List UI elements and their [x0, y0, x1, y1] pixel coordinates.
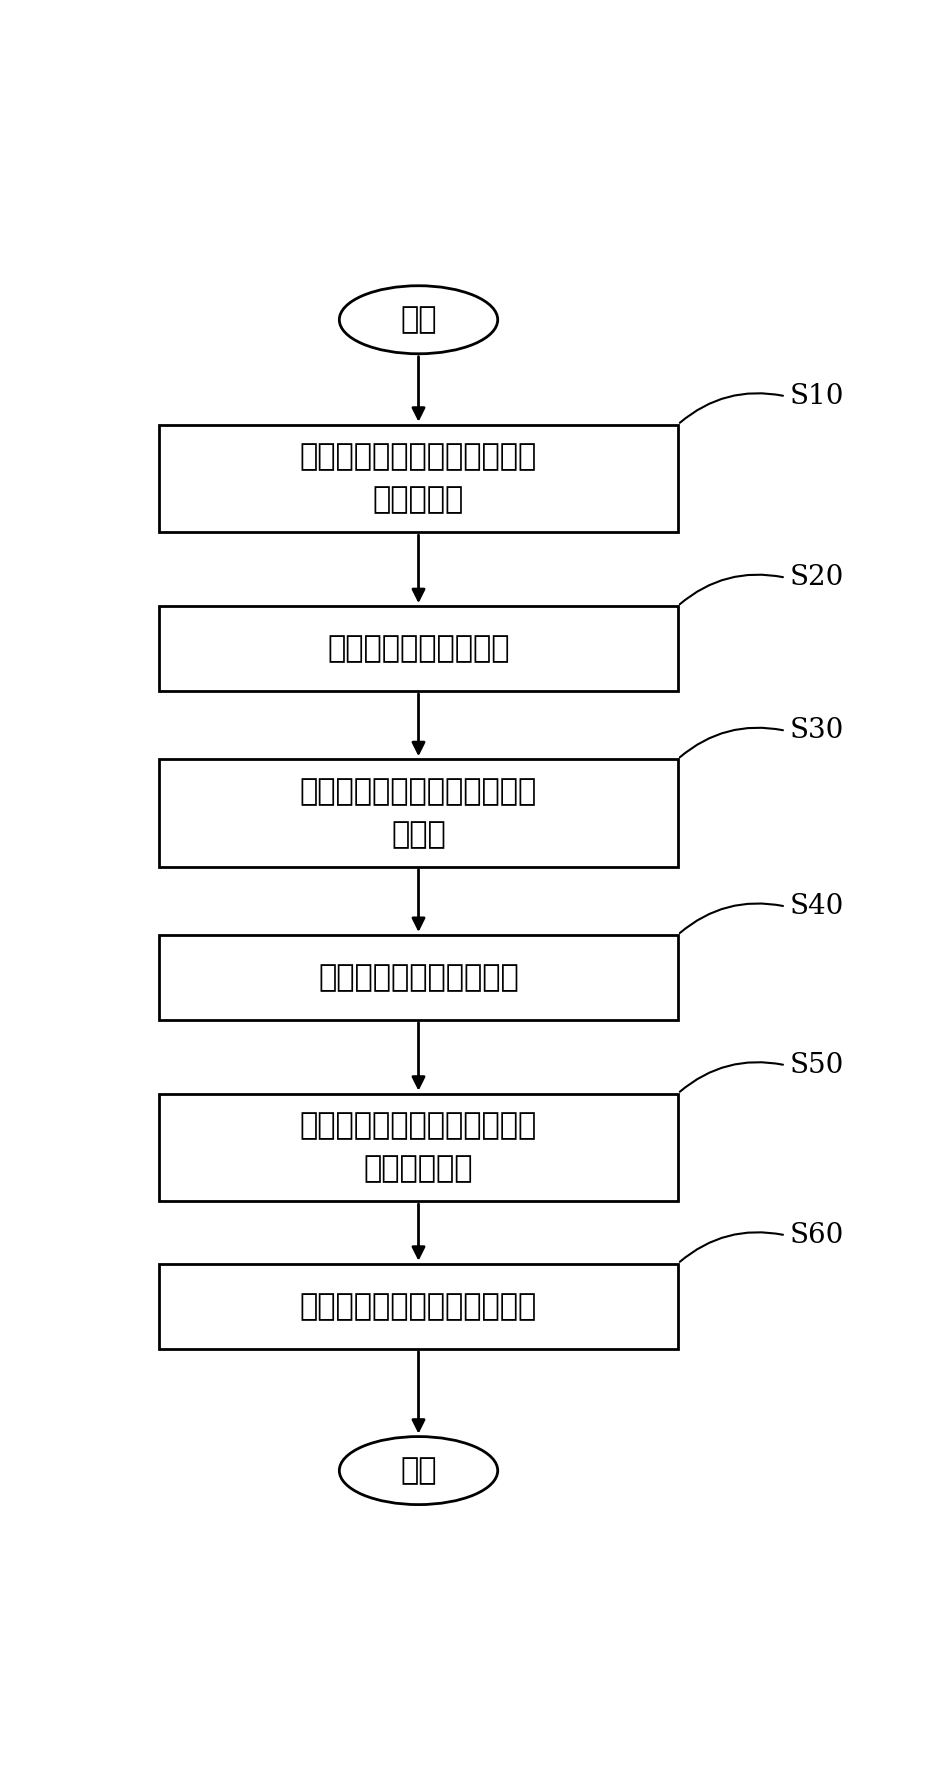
Ellipse shape [339, 286, 497, 353]
Text: S30: S30 [789, 717, 843, 744]
FancyBboxPatch shape [160, 1263, 677, 1348]
FancyBboxPatch shape [160, 1094, 677, 1202]
Text: S10: S10 [789, 383, 843, 410]
FancyBboxPatch shape [160, 424, 677, 532]
Text: 开始: 开始 [400, 306, 436, 334]
Text: 对转码后的切片两端截去冗余
的模糊区长度: 对转码后的切片两端截去冗余 的模糊区长度 [300, 1111, 536, 1184]
FancyBboxPatch shape [160, 935, 677, 1020]
FancyBboxPatch shape [160, 606, 677, 691]
Text: 拼接截去了模糊区长度的切片: 拼接截去了模糊区长度的切片 [300, 1292, 536, 1320]
Ellipse shape [339, 1437, 497, 1505]
Text: S40: S40 [789, 892, 843, 921]
Text: 对冗余后的切片进行转码: 对冗余后的切片进行转码 [317, 963, 519, 991]
Text: S60: S60 [789, 1221, 843, 1249]
Text: 获取切片的模糊区长度: 获取切片的模糊区长度 [327, 634, 509, 663]
Text: 结束: 结束 [400, 1456, 436, 1484]
Text: S20: S20 [789, 564, 843, 592]
Text: S50: S50 [789, 1051, 843, 1078]
FancyBboxPatch shape [160, 760, 677, 868]
Text: 对每个切片的两端冗余出模糊
区长度: 对每个切片的两端冗余出模糊 区长度 [300, 777, 536, 848]
Text: 按预设单位对多媒体切割，得
到多个切片: 按预设单位对多媒体切割，得 到多个切片 [300, 442, 536, 514]
